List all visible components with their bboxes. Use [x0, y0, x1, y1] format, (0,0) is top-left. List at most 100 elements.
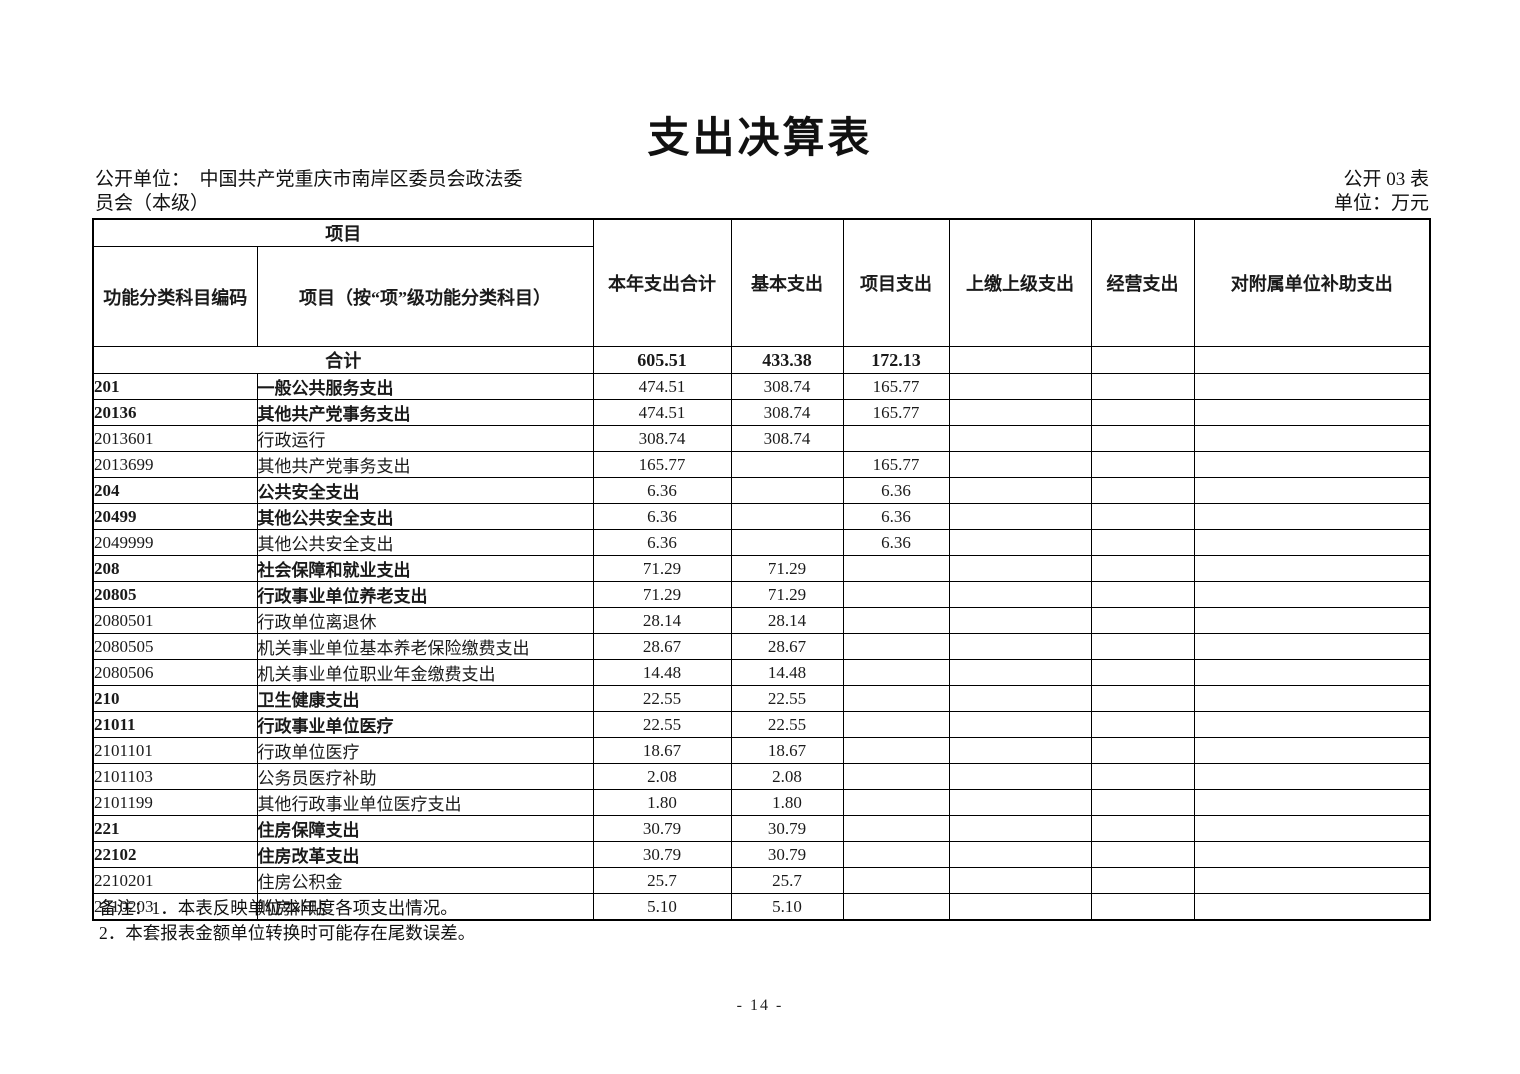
table-row: 2013699 其他共产党事务支出 165.77 165.77	[92, 451, 1431, 478]
row-basic: 18.67	[730, 737, 844, 764]
row-basic: 22.55	[730, 685, 844, 712]
header-col-total: 本年支出合计	[592, 218, 732, 347]
row-project: 165.77	[842, 399, 950, 426]
row-operating	[1090, 399, 1195, 426]
row-project	[842, 841, 950, 868]
row-upper	[948, 659, 1092, 686]
row-operating	[1090, 711, 1195, 738]
expenditure-table: 项目 本年支出合计 基本支出 项目支出 上缴上级支出 经营支出 对附属单位补助支…	[92, 218, 1431, 921]
row-project	[842, 789, 950, 816]
row-subsidy	[1193, 893, 1431, 921]
publishing-unit-line2: 员会（本级）	[95, 193, 210, 214]
row-item-name: 行政事业单位养老支出	[256, 581, 594, 608]
row-subsidy	[1193, 685, 1431, 712]
row-project	[842, 737, 950, 764]
row-project	[842, 893, 950, 921]
row-operating	[1090, 555, 1195, 582]
table-row: 2210203 购房补贴 5.10 5.10	[92, 893, 1431, 921]
row-subsidy	[1193, 373, 1431, 400]
row-item-name: 行政单位离退休	[256, 607, 594, 634]
row-upper	[948, 841, 1092, 868]
row-basic: 22.55	[730, 711, 844, 738]
row-upper	[948, 555, 1092, 582]
row-code: 2013699	[92, 451, 258, 478]
row-subsidy	[1193, 711, 1431, 738]
row-upper	[948, 503, 1092, 530]
row-project	[842, 867, 950, 894]
table-row: 2080501 行政单位离退休 28.14 28.14	[92, 607, 1431, 634]
row-upper	[948, 581, 1092, 608]
row-total: 6.36	[592, 503, 732, 530]
row-total: 71.29	[592, 581, 732, 608]
row-operating	[1090, 867, 1195, 894]
row-item-name: 卫生健康支出	[256, 685, 594, 712]
row-item-name: 行政运行	[256, 425, 594, 452]
row-total: 71.29	[592, 555, 732, 582]
table-code-label: 公开 03 表	[1343, 169, 1429, 190]
row-operating	[1090, 529, 1195, 556]
row-operating	[1090, 503, 1195, 530]
row-project	[842, 555, 950, 582]
row-basic: 308.74	[730, 425, 844, 452]
row-project	[842, 685, 950, 712]
row-total: 165.77	[592, 451, 732, 478]
row-operating	[1090, 893, 1195, 921]
row-operating	[1090, 815, 1195, 842]
row-basic: 2.08	[730, 763, 844, 790]
row-subsidy	[1193, 555, 1431, 582]
row-operating	[1090, 685, 1195, 712]
row-item-name: 社会保障和就业支出	[256, 555, 594, 582]
row-basic	[730, 503, 844, 530]
row-code: 2101103	[92, 763, 258, 790]
row-operating	[1090, 763, 1195, 790]
table-row: 210 卫生健康支出 22.55 22.55	[92, 685, 1431, 712]
row-basic: 1.80	[730, 789, 844, 816]
row-upper	[948, 425, 1092, 452]
row-project	[842, 763, 950, 790]
row-code: 21011	[92, 711, 258, 738]
row-total: 18.67	[592, 737, 732, 764]
row-code: 2210203	[92, 893, 258, 921]
row-total: 28.14	[592, 607, 732, 634]
row-basic: 28.67	[730, 633, 844, 660]
row-upper	[948, 477, 1092, 504]
header-col-upper: 上缴上级支出	[948, 218, 1092, 347]
row-total: 1.80	[592, 789, 732, 816]
row-project	[842, 815, 950, 842]
header-col-basic: 基本支出	[730, 218, 844, 347]
row-upper	[948, 451, 1092, 478]
table-row: 2101101 行政单位医疗 18.67 18.67	[92, 737, 1431, 764]
row-basic	[730, 451, 844, 478]
row-subsidy	[1193, 633, 1431, 660]
row-total: 22.55	[592, 685, 732, 712]
row-subsidy	[1193, 867, 1431, 894]
row-basic: 71.29	[730, 581, 844, 608]
table-row: 20499 其他公共安全支出 6.36 6.36	[92, 503, 1431, 530]
row-subsidy	[1193, 503, 1431, 530]
total-row-subsidy	[1193, 346, 1431, 374]
publishing-unit-line1: 公开单位： 中国共产党重庆市南岸区委员会政法委	[95, 169, 523, 190]
row-subsidy	[1193, 841, 1431, 868]
row-upper	[948, 529, 1092, 556]
row-total: 6.36	[592, 529, 732, 556]
row-code: 221	[92, 815, 258, 842]
row-code: 20499	[92, 503, 258, 530]
row-basic: 30.79	[730, 841, 844, 868]
row-operating	[1090, 607, 1195, 634]
table-row: 2013601 行政运行 308.74 308.74	[92, 425, 1431, 452]
row-item-name: 公共安全支出	[256, 477, 594, 504]
row-subsidy	[1193, 425, 1431, 452]
row-operating	[1090, 373, 1195, 400]
row-upper	[948, 763, 1092, 790]
row-basic: 28.14	[730, 607, 844, 634]
table-row: 20805 行政事业单位养老支出 71.29 71.29	[92, 581, 1431, 608]
row-total: 30.79	[592, 815, 732, 842]
row-code: 20136	[92, 399, 258, 426]
table-row: 204 公共安全支出 6.36 6.36	[92, 477, 1431, 504]
row-code: 2210201	[92, 867, 258, 894]
row-total: 28.67	[592, 633, 732, 660]
row-code: 204	[92, 477, 258, 504]
header-col-operating: 经营支出	[1090, 218, 1195, 347]
row-basic: 71.29	[730, 555, 844, 582]
